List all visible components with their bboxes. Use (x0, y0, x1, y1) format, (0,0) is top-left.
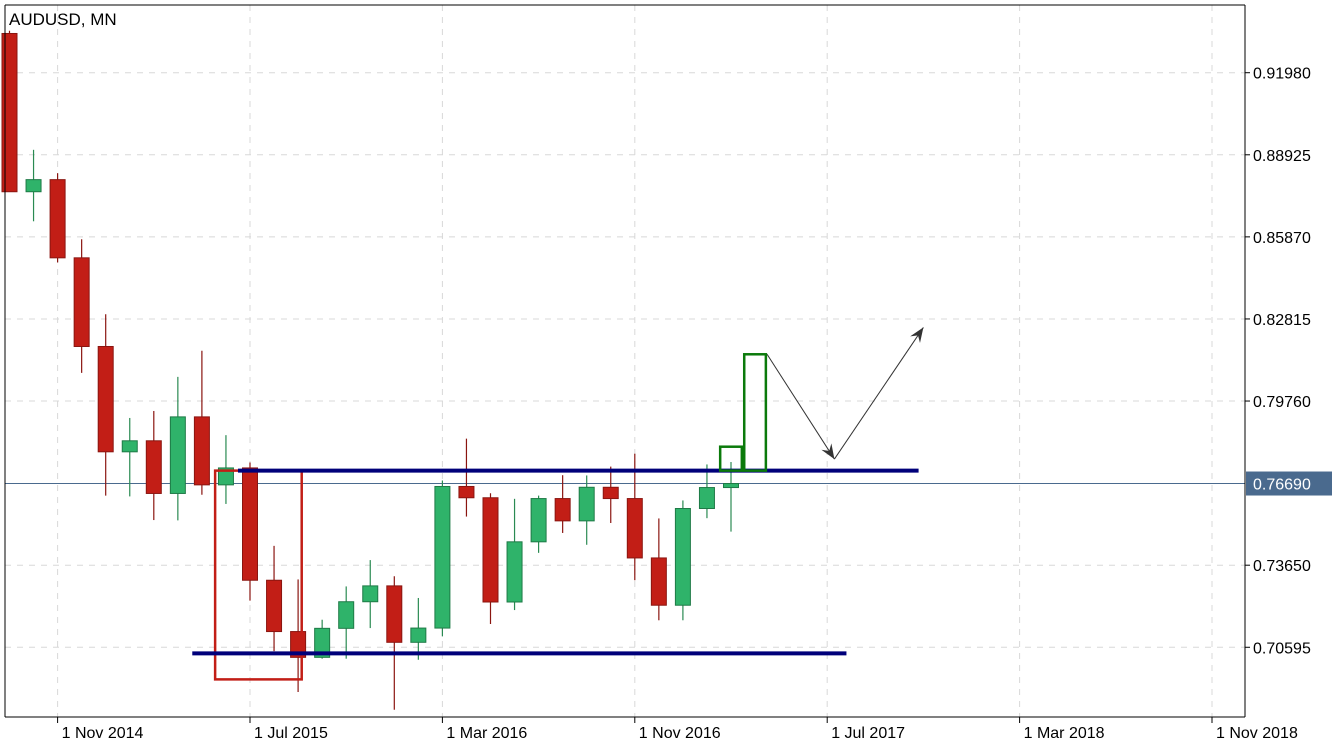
candle-body (121, 440, 138, 453)
plot-background (5, 5, 1245, 717)
projection-arrow-line (766, 354, 835, 460)
x-tick-label: 1 Nov 2018 (1216, 725, 1298, 742)
candle-body (674, 508, 691, 606)
candle-body (1, 32, 18, 193)
y-tick-label: 0.91980 (1253, 66, 1311, 83)
x-tick-label: 1 Nov 2014 (62, 725, 144, 742)
projection-arrow-line (834, 327, 924, 460)
candle-body (650, 557, 667, 606)
candle-body (145, 440, 162, 494)
candle-body (434, 485, 451, 629)
candle-body (386, 585, 403, 643)
candles (1, 30, 739, 710)
chart-title: AUDUSD, MN (9, 10, 117, 29)
candle-body (410, 627, 427, 643)
projected-candle (742, 353, 768, 472)
candle-body (217, 467, 234, 486)
projected-candle (718, 445, 744, 472)
candle-body (626, 498, 643, 559)
x-tick-label: 1 Jul 2015 (254, 725, 328, 742)
candle-body (698, 487, 715, 510)
y-tick-label: 0.70595 (1253, 640, 1311, 657)
candle-body (578, 486, 595, 522)
x-tick-label: 1 Mar 2018 (1024, 725, 1105, 742)
candle-body (314, 627, 331, 658)
x-tick-label: 1 Nov 2016 (639, 725, 721, 742)
y-tick-label: 0.79760 (1253, 394, 1311, 411)
candle-body (723, 483, 739, 489)
candle-body (49, 179, 66, 259)
candle-body (25, 179, 42, 193)
candle-body (242, 467, 258, 581)
candle-body (338, 601, 355, 629)
candle-body (530, 498, 547, 543)
projection-arrowhead (910, 327, 924, 344)
candle-body (506, 541, 523, 603)
candle-body (554, 498, 571, 522)
x-tick-label: 1 Mar 2016 (446, 725, 527, 742)
candle-body (482, 497, 499, 603)
candle-body (97, 345, 114, 453)
drawing-objects (192, 327, 924, 681)
y-tick-label: 0.73650 (1253, 558, 1311, 575)
candle-body (73, 257, 90, 347)
projection-arrowhead (821, 443, 835, 460)
candle-body (362, 585, 379, 603)
y-tick-label: 0.82815 (1253, 312, 1311, 329)
candle-body (193, 416, 210, 486)
current-price-label: 0.76690 (1253, 477, 1311, 494)
candle-body (602, 486, 619, 500)
x-tick-label: 1 Jul 2017 (831, 725, 905, 742)
y-tick-label: 0.85870 (1253, 230, 1311, 247)
y-tick-label: 0.88925 (1253, 148, 1311, 165)
current-price-tag (1246, 471, 1332, 496)
candle-body (266, 579, 283, 633)
candle-body (458, 485, 475, 499)
axes: 0.91980 0.88925 0.85870 0.82815 0.79760 0.736… (57, 66, 1332, 742)
candle-body (169, 416, 186, 494)
